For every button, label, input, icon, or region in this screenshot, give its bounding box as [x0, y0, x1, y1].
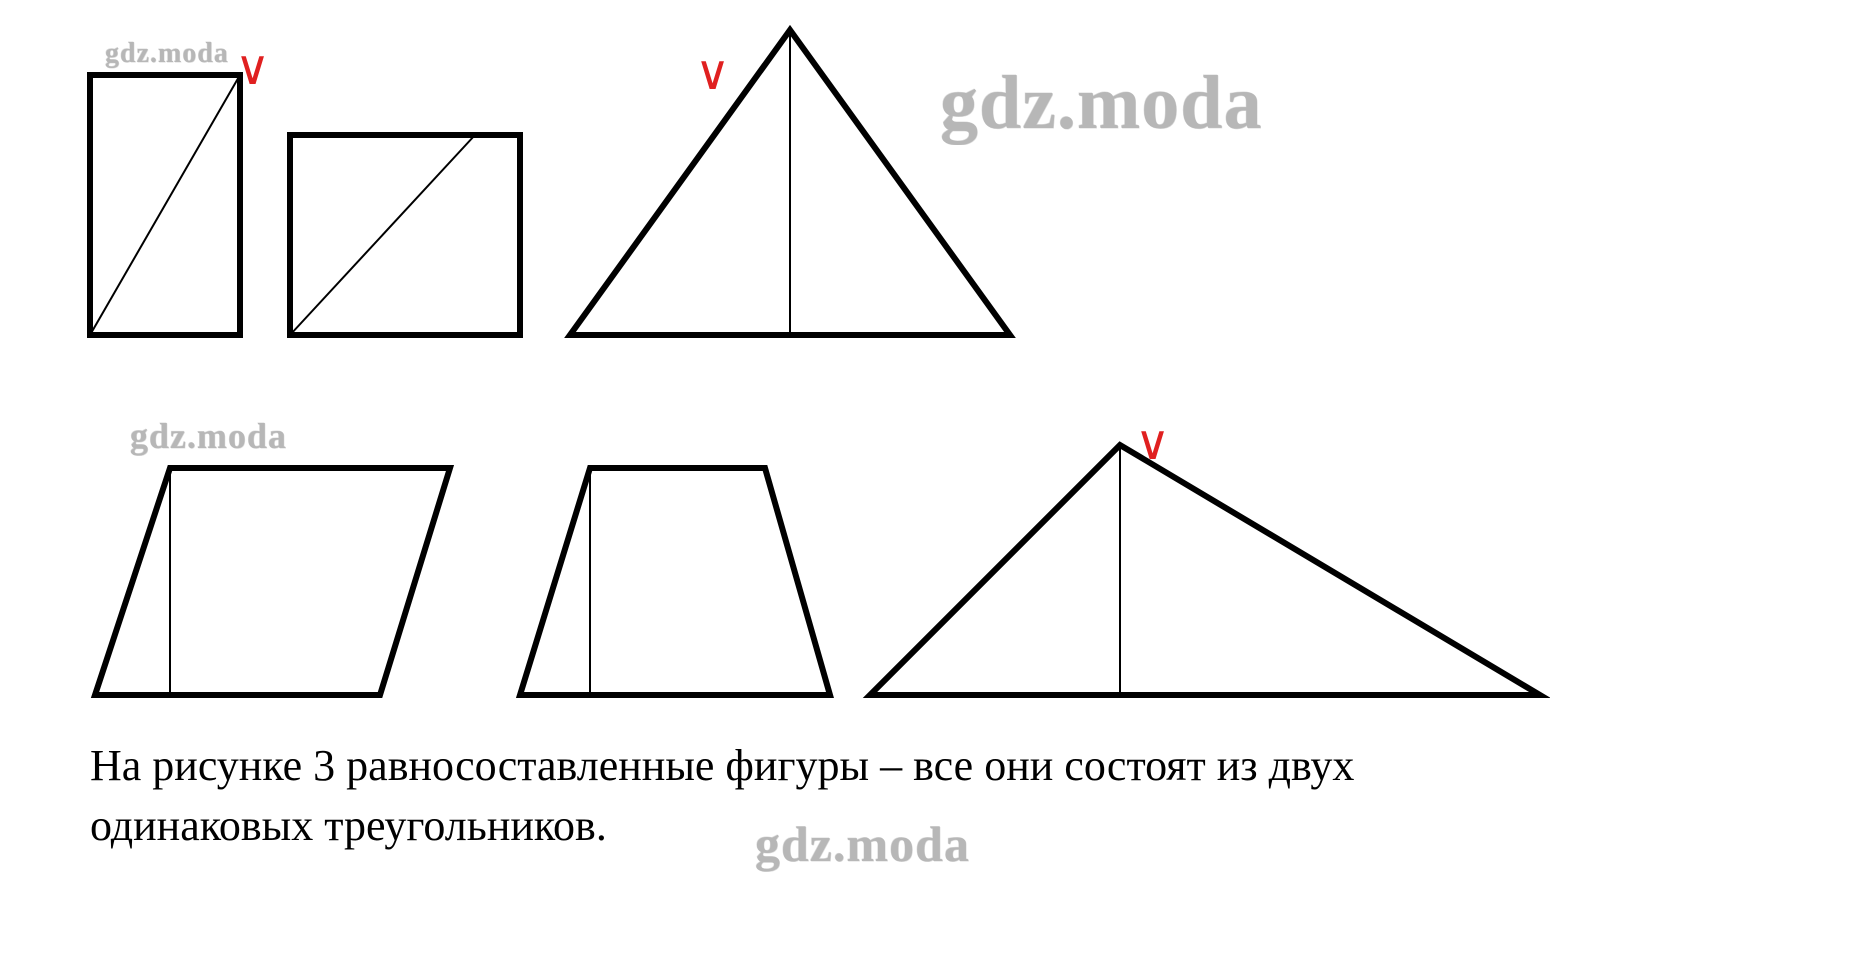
answer-line-1: На рисунке 3 равносоставленные фигуры – …	[90, 740, 1354, 791]
watermark-3: gdz.moda	[130, 415, 287, 457]
shape-horizontal-rectangle	[285, 130, 525, 340]
shape-isosceles-triangle-top	[560, 25, 1020, 345]
shape-trapezoid	[510, 460, 840, 705]
shape-parallelogram	[85, 460, 465, 705]
answer-line-2: одинаковых треугольников.	[90, 800, 607, 851]
watermark-1: gdz.moda	[105, 38, 229, 70]
diagram-container: gdz.moda gdz.moda gdz.moda gdz.moda ∨ ∨ …	[0, 0, 1851, 977]
shape-vertical-rectangle	[85, 70, 245, 340]
shape-flat-triangle-bottom	[860, 440, 1550, 705]
watermark-4: gdz.moda	[755, 815, 970, 873]
